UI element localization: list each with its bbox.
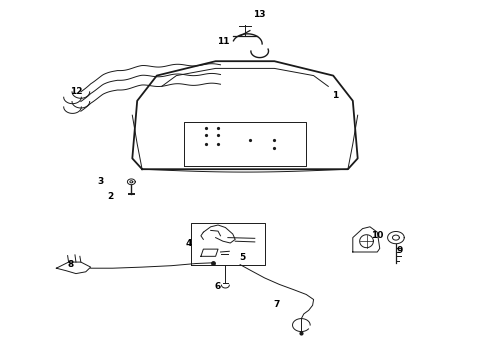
Text: 7: 7 xyxy=(273,300,280,309)
Text: 11: 11 xyxy=(217,37,229,46)
Text: 3: 3 xyxy=(98,177,103,186)
Text: 12: 12 xyxy=(70,87,82,96)
Text: 5: 5 xyxy=(240,253,245,262)
Text: 13: 13 xyxy=(253,10,266,19)
Text: 2: 2 xyxy=(107,192,113,201)
Text: 6: 6 xyxy=(215,282,221,291)
Text: 1: 1 xyxy=(333,91,339,100)
Text: 10: 10 xyxy=(371,231,384,240)
Text: 8: 8 xyxy=(68,260,74,269)
Text: 9: 9 xyxy=(396,246,403,255)
Text: 4: 4 xyxy=(185,238,192,248)
